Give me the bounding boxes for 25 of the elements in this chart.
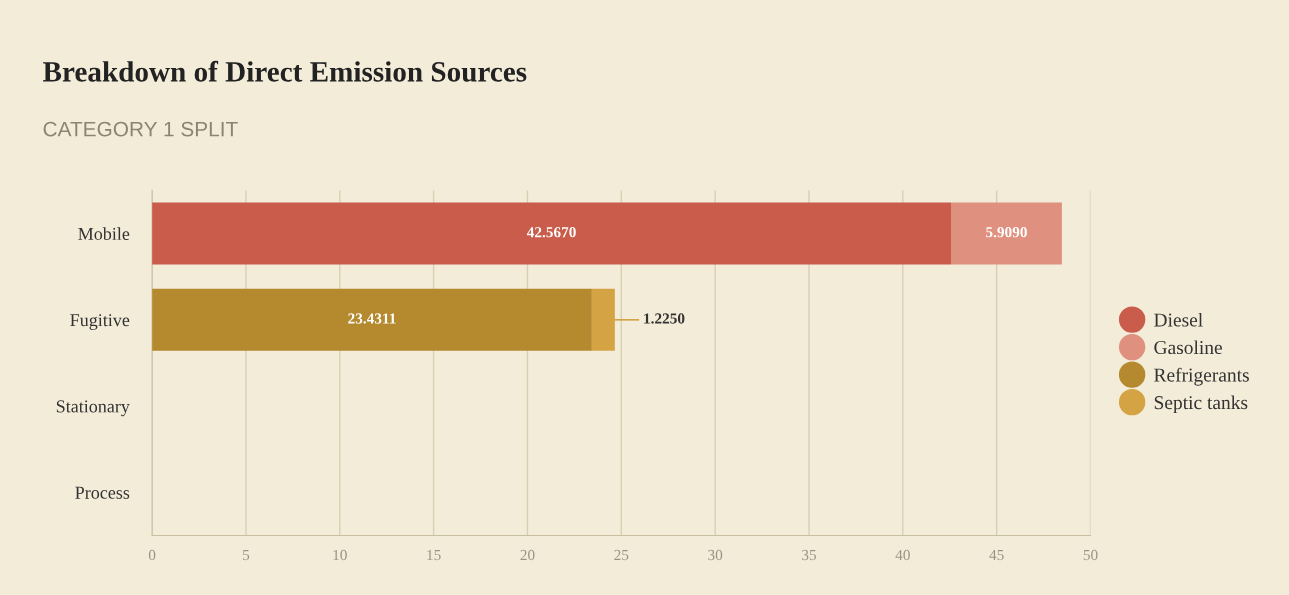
legend-label: Diesel: [1154, 312, 1203, 327]
legend-label: Septic tanks: [1154, 395, 1248, 414]
x-tick-label: 50: [1083, 549, 1098, 561]
legend-label: Refrigerants: [1154, 367, 1249, 386]
x-tick-label: 40: [895, 549, 910, 561]
x-tick-label: 35: [802, 549, 817, 561]
x-tick-label: 45: [989, 549, 1004, 561]
x-tick-label: 5: [243, 549, 250, 561]
data-label: 1.2250: [644, 313, 685, 324]
legend-label: Gasoline: [1154, 340, 1222, 355]
x-tick-label: 10: [333, 549, 347, 561]
data-label: 5.9090: [986, 227, 1027, 238]
y-tick-label: Process: [75, 486, 130, 499]
x-tick-label: 30: [708, 549, 723, 561]
data-label: 42.5670: [526, 227, 576, 238]
x-tick-label: 20: [520, 549, 535, 561]
y-tick-label: Fugitive: [70, 314, 130, 330]
y-tick-label: Stationary: [56, 400, 130, 417]
chart-subtitle: CATEGORY 1 SPLIT: [43, 121, 238, 137]
x-tick-label: 0: [148, 549, 156, 561]
y-tick-label: Mobile: [78, 227, 130, 240]
data-label: 23.4311: [348, 313, 396, 324]
x-tick-label: 25: [614, 549, 629, 561]
chart-title: Breakdown of Direct Emission Sources: [43, 60, 527, 82]
x-tick-label: 15: [427, 549, 441, 561]
